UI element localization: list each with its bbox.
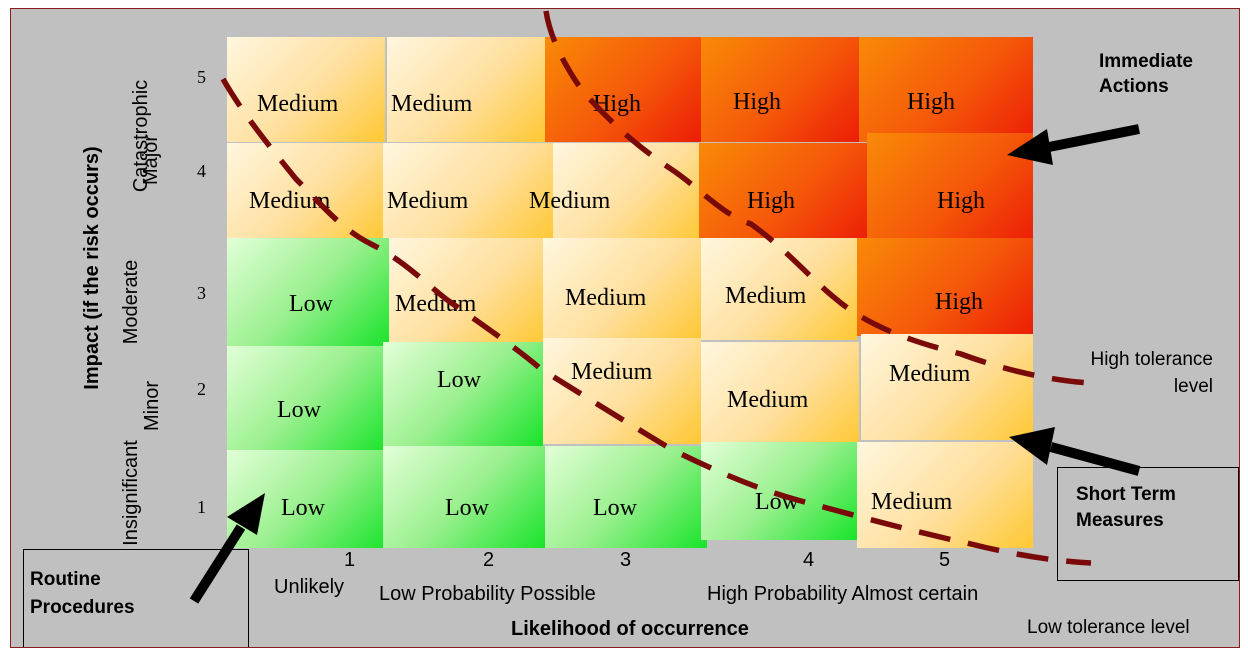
cell-r3-c5-label: High — [935, 289, 983, 315]
y-tick-5: 5 — [197, 67, 206, 87]
cell-r4-c5: High — [867, 133, 1033, 243]
cell-r3-c4: Medium — [701, 238, 857, 340]
x-cat-2-3: Low Probability Possible — [379, 583, 596, 605]
cell-r5-c4: High — [701, 37, 859, 142]
cell-r4-c4-label: High — [747, 188, 795, 214]
low-tolerance-line — [220, 77, 1092, 566]
cell-r2-c5: Medium — [861, 334, 1033, 440]
x-tick-5: 5 — [939, 549, 951, 571]
cell-r2-c1-label: Low — [277, 397, 321, 423]
y-tick-1: 1 — [197, 497, 206, 517]
x-tick-4: 4 — [803, 549, 815, 571]
cell-r2-c2-label: Low — [437, 367, 481, 393]
routine-arrow-shaft — [189, 524, 246, 604]
cell-r5-c5-label: High — [907, 89, 955, 115]
cell-r3-c3: Medium — [543, 238, 701, 340]
cell-r1-c1-label: Low — [281, 495, 325, 521]
cell-r5-c5: High — [859, 37, 1033, 142]
cell-r2-c2: Low — [383, 342, 543, 446]
cell-r3-c5: High — [857, 238, 1033, 336]
routine-procedures-label: Routine Procedures — [30, 569, 135, 618]
cell-r1-c3-label: Low — [593, 495, 637, 521]
y-tick-2: 2 — [197, 379, 206, 399]
cell-r5-c2-label: Medium — [391, 91, 473, 117]
y-axis-title: Impact (if the risk occurs) — [81, 146, 103, 390]
cell-r5-c2: Medium — [387, 37, 545, 142]
cell-r1-c5: Medium — [857, 442, 1033, 548]
short-term-arrow-head — [1009, 427, 1055, 465]
x-cat-1: Unlikely — [274, 576, 345, 598]
cell-r2-c4: Medium — [701, 342, 859, 446]
y-cat-major: Major — [140, 135, 162, 186]
cell-r4-c2-label: Medium — [387, 188, 469, 214]
cell-r2-c3-label: Medium — [571, 359, 653, 385]
cell-r3-c2: Medium — [389, 238, 545, 344]
x-tick-2: 2 — [483, 549, 495, 571]
cell-r3-c1-label: Low — [289, 291, 333, 317]
cell-r3-c1: Low — [227, 238, 389, 348]
short-term-measures-label: Short Term Measures — [1076, 484, 1176, 531]
cell-r2-c4-label: Medium — [727, 387, 809, 413]
routine-procedures-box: Routine Procedures — [23, 549, 249, 647]
y-cat-minor: Minor — [141, 381, 163, 432]
immediate-actions-arrow-head — [1007, 129, 1053, 165]
y-cat-insignificant: Insignificant — [120, 440, 142, 546]
low-tolerance-label: Low tolerance level — [1027, 617, 1190, 638]
y-tick-3: 3 — [197, 283, 206, 303]
cell-r2-c5-label: Medium — [889, 361, 971, 387]
cell-r4-c2: Medium — [383, 143, 553, 243]
cell-r5-c3: High — [545, 37, 701, 142]
cell-r3-c3-label: Medium — [565, 285, 647, 311]
cell-r5-c1-label: Medium — [257, 91, 339, 117]
cell-r4-c4: High — [699, 143, 867, 243]
cell-r4-c1: Medium — [227, 143, 383, 243]
x-tick-3: 3 — [620, 549, 632, 571]
cell-r3-c2-label: Medium — [395, 291, 477, 317]
routine-arrow-head — [227, 493, 265, 535]
cell-r1-c1: Low — [227, 450, 389, 548]
y-tick-4: 4 — [197, 161, 206, 181]
high-tolerance-line — [543, 10, 1092, 386]
cell-r2-c1: Low — [227, 346, 389, 450]
x-axis-title: Likelihood of occurrence — [511, 618, 749, 640]
short-term-measures-box: Short Term Measures — [1057, 467, 1239, 581]
high-tolerance-label: High tolerance level — [1090, 349, 1213, 397]
immediate-actions-arrow-shaft — [1048, 124, 1140, 152]
x-tick-1: 1 — [344, 549, 356, 571]
cell-r1-c2-label: Low — [445, 495, 489, 521]
overlay-lines — [189, 10, 1141, 604]
cell-r4-c3-label: Medium — [529, 188, 611, 214]
cell-r1-c2: Low — [383, 446, 545, 548]
x-cat-4-5: High Probability Almost certain — [707, 583, 979, 605]
cell-r1-c5-label: Medium — [871, 489, 953, 515]
risk-matrix-figure: Medium Medium High High High Medium Medi… — [10, 8, 1240, 648]
cell-r1-c3: Low — [545, 446, 707, 548]
cell-r4-c3: Medium — [529, 143, 699, 243]
cell-r2-c3: Medium — [543, 338, 701, 444]
cell-r3-c4-label: Medium — [725, 283, 807, 309]
cell-r4-c5-label: High — [937, 188, 985, 214]
cell-r5-c4-label: High — [733, 89, 781, 115]
y-cat-moderate: Moderate — [120, 259, 142, 345]
immediate-actions-label: Immediate Actions — [1099, 51, 1193, 97]
